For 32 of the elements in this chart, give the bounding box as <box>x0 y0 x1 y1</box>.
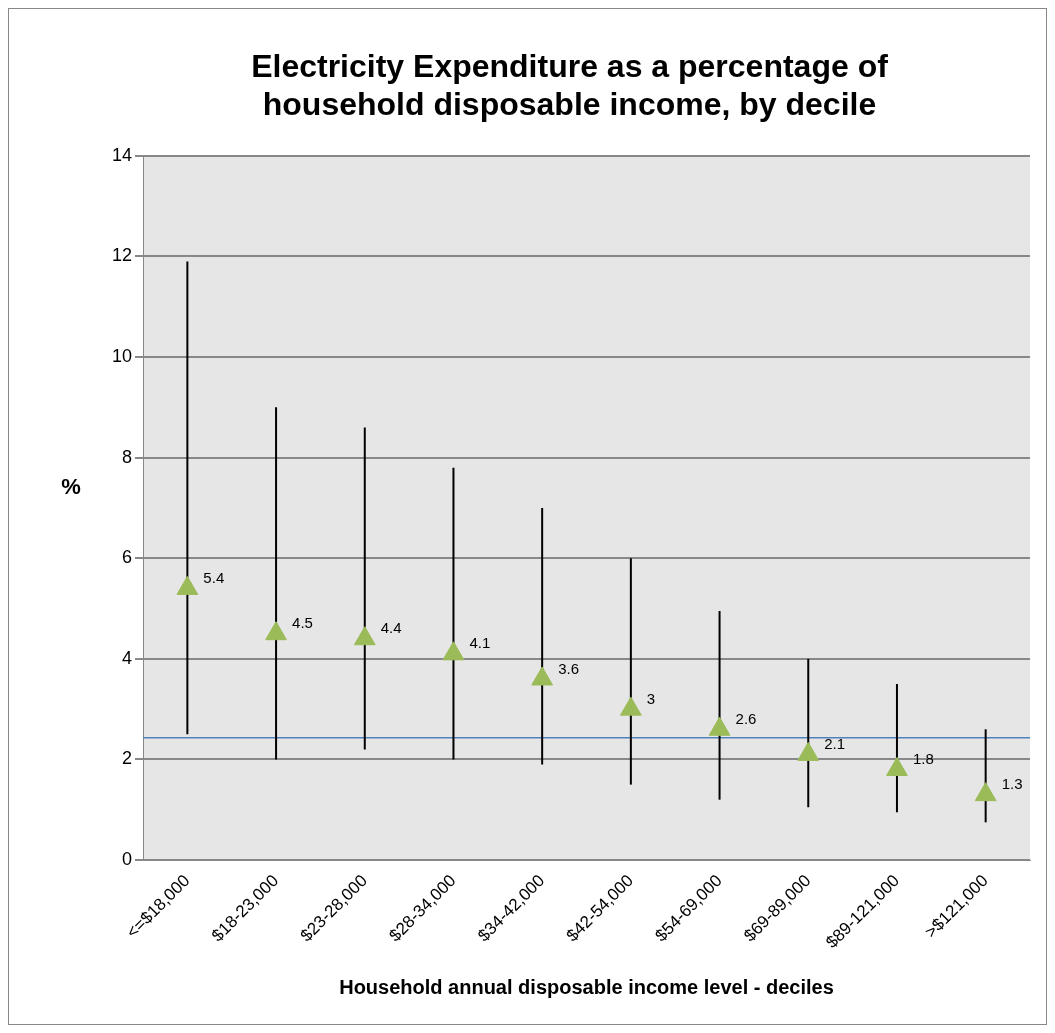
point <box>708 716 731 736</box>
point <box>797 741 820 761</box>
y-tick-label: 6 <box>122 547 133 568</box>
data-label: 4.1 <box>469 634 491 652</box>
point <box>974 782 997 802</box>
data-label: 3.6 <box>558 659 580 677</box>
data-label: 1.8 <box>912 750 934 768</box>
data-label: 4.5 <box>292 614 313 632</box>
data-label: 4.4 <box>380 619 402 637</box>
y-tick-label: 10 <box>111 345 133 366</box>
y-tick-label: 14 <box>111 144 133 165</box>
point <box>619 696 642 716</box>
data-label: 5.4 <box>203 569 225 587</box>
data-label: 1.3 <box>1001 775 1023 793</box>
data-label: 3 <box>646 689 656 707</box>
point <box>176 575 199 595</box>
text: household disposable income, by decile <box>262 86 877 123</box>
y-tick-label: 2 <box>122 748 133 769</box>
data-label: 2.6 <box>735 709 757 727</box>
y-tick-label: 8 <box>122 446 133 467</box>
point <box>442 641 465 661</box>
y-tick-label: 4 <box>122 647 133 668</box>
point <box>353 626 376 646</box>
y-tick-label: 0 <box>122 849 133 870</box>
point <box>886 757 908 777</box>
y-tick-label: 12 <box>111 245 133 266</box>
y-axis-title: % <box>61 473 81 499</box>
point <box>531 666 554 686</box>
x-axis-title: Household annual disposable income level - deciles <box>339 975 834 998</box>
point <box>265 621 287 641</box>
text: Electricity Expenditure as a percentage of <box>251 48 888 85</box>
data-label: 2.1 <box>824 735 846 753</box>
